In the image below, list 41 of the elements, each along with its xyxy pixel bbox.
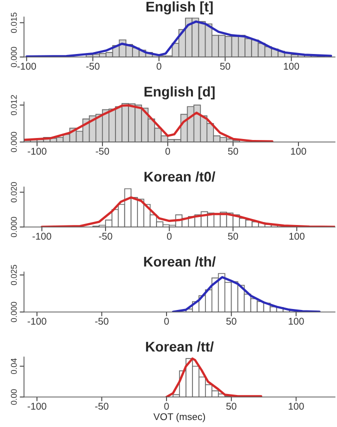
x-tick-label: -100 — [28, 318, 46, 325]
x-tick-label: -50 — [86, 62, 100, 70]
chart-title: English [d] — [144, 86, 215, 100]
y-tick-label: 0.000 — [10, 216, 17, 238]
y-tick-label: 0.015 — [10, 12, 17, 33]
y-tick-label: 0.012 — [10, 95, 17, 116]
x-tick-label: 100 — [288, 402, 304, 410]
y-tick-label: 0.000 — [10, 46, 17, 68]
x-tick-label: 50 — [228, 148, 238, 155]
y-tick-label: 0.025 — [10, 264, 17, 286]
x-tick-label: 50 — [228, 232, 238, 240]
x-tick-label: 0 — [156, 62, 162, 70]
y-tick-label: 0.000 — [10, 302, 17, 322]
x-tick-label: -50 — [96, 148, 110, 155]
chart-title: Korean /th/ — [144, 256, 216, 267]
x-tick-label: 50 — [220, 62, 230, 70]
x-tick-label: 0 — [165, 148, 170, 155]
chart-title: Korean /t0/ — [144, 171, 216, 182]
chart-title: English [t] — [146, 1, 213, 14]
x-tick-label: -100 — [32, 232, 52, 240]
x-tick-label: 50 — [226, 402, 236, 410]
x-tick-label: 100 — [288, 318, 304, 325]
y-tick-label: 0.04 — [10, 358, 17, 374]
y-tick-label: 0.020 — [10, 182, 17, 202]
x-tick-label: 100 — [291, 148, 306, 155]
x-tick-label: -50 — [98, 232, 112, 240]
y-tick-label: 0.000 — [10, 132, 17, 152]
x-tick-label: -100 — [28, 148, 46, 155]
x-tick-label: -50 — [95, 318, 108, 325]
x-tick-label: 100 — [284, 62, 300, 70]
x-tick-label: 0 — [164, 402, 169, 410]
x-tick-label: -100 — [28, 402, 46, 410]
x-tick-label: 0 — [166, 232, 172, 240]
x-tick-label: -50 — [95, 402, 108, 410]
y-tick-label: 0.00 — [10, 389, 17, 405]
chart-title: Korean /tt/ — [146, 341, 214, 352]
x-tick-label: 0 — [164, 318, 169, 325]
x-tick-label: 100 — [289, 232, 304, 240]
x-tick-label: -100 — [17, 62, 36, 70]
x-axis-title: VOT (msec) — [153, 413, 206, 422]
x-tick-label: 50 — [226, 318, 236, 325]
